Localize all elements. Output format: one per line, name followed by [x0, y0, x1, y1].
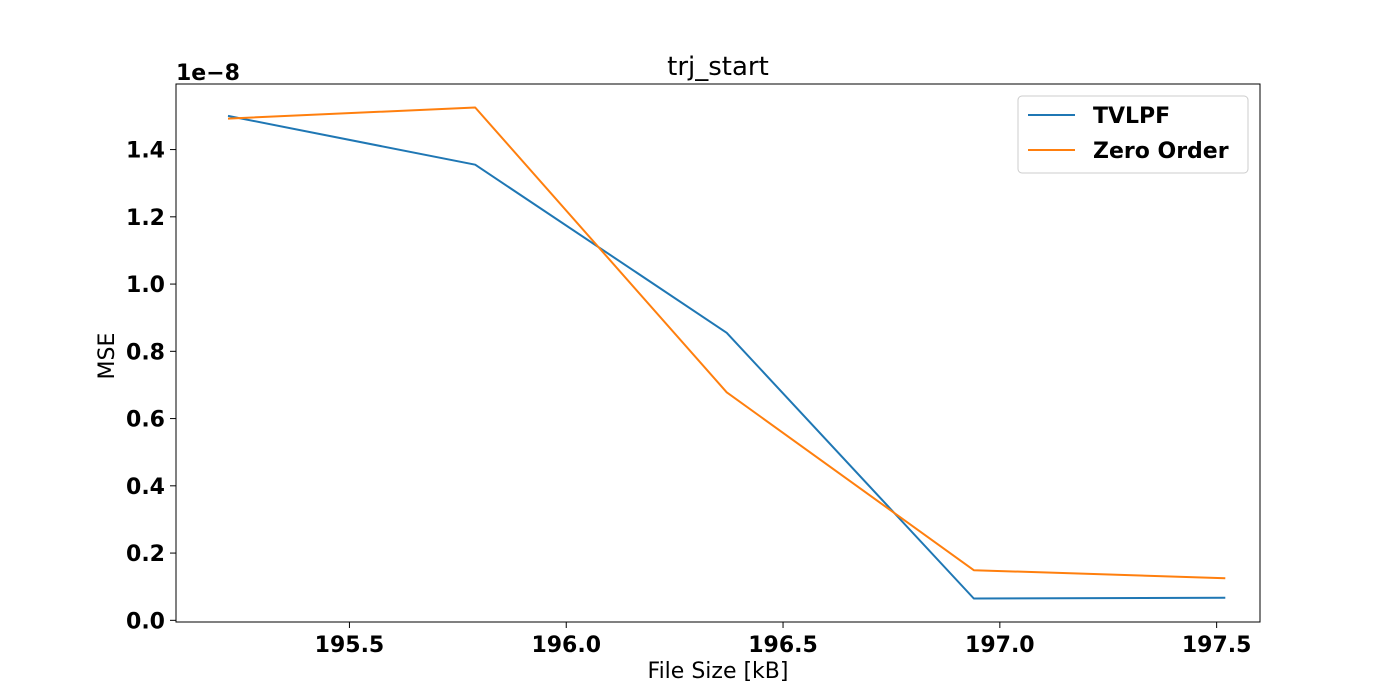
x-tick-label: 196.5 [748, 633, 818, 658]
y-tick-label: 1.0 [126, 273, 165, 298]
y-tick-label: 0.0 [126, 609, 165, 634]
series-line-zero-order [227, 106, 1226, 580]
series-layer [227, 106, 1226, 600]
x-tick-label: 196.0 [531, 633, 601, 658]
series-line-tvlpf [227, 114, 1226, 600]
y-axis-label: MSE [95, 333, 120, 380]
y-offset-label: 1e−8 [176, 61, 240, 86]
plot-frame [175, 83, 1261, 623]
y-tick-label: 1.2 [126, 206, 165, 231]
x-tick-label: 197.0 [965, 633, 1035, 658]
y-tick-label: 0.2 [126, 542, 165, 567]
x-axis-label: File Size [kB] [648, 659, 789, 684]
y-tick-label: 0.4 [126, 475, 165, 500]
x-tick-label: 197.5 [1182, 633, 1252, 658]
y-tick-label: 1.4 [126, 139, 165, 164]
chart-title: trj_start [667, 52, 769, 82]
y-axis: 0.0 0.2 0.4 0.6 0.8 1.0 1.2 1.4 [126, 139, 176, 634]
legend-label-tvlpf: TVLPF [1093, 104, 1170, 129]
legend-frame [1017, 95, 1249, 174]
legend-label-zero-order: Zero Order [1093, 139, 1229, 164]
y-tick-label: 0.8 [126, 340, 165, 365]
x-tick-label: 195.5 [315, 633, 385, 658]
legend: TVLPF Zero Order [1017, 95, 1249, 174]
x-axis: 195.5 196.0 196.5 197.0 197.5 [315, 622, 1252, 658]
y-tick-label: 0.6 [126, 408, 165, 433]
